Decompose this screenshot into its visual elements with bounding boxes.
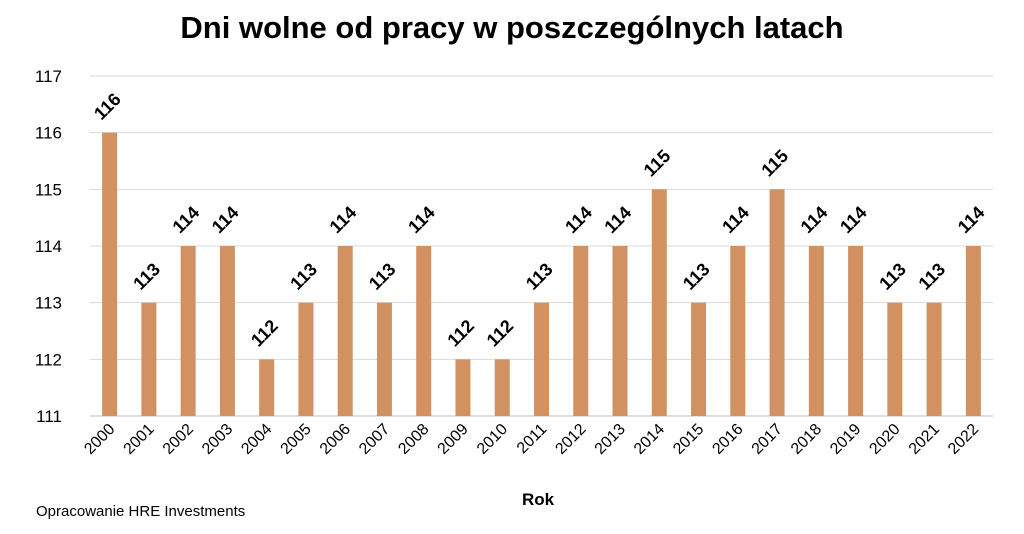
y-tick-label: 113 xyxy=(35,294,62,313)
bar-2006 xyxy=(337,246,353,416)
data-label: 114 xyxy=(404,202,439,237)
data-label: 113 xyxy=(365,259,400,294)
bar-2015 xyxy=(691,302,707,416)
data-label: 113 xyxy=(875,259,910,294)
x-tick-label: 2002 xyxy=(160,421,197,458)
data-label: 114 xyxy=(208,202,243,237)
data-label: 112 xyxy=(247,316,282,351)
data-label: 113 xyxy=(129,259,164,294)
bar-2020 xyxy=(887,302,903,416)
data-label: 113 xyxy=(915,259,950,294)
x-tick-label: 2017 xyxy=(749,421,786,458)
bar-2009 xyxy=(455,359,471,416)
bar-2007 xyxy=(376,302,392,416)
data-label: 115 xyxy=(757,146,792,181)
x-tick-label: 2012 xyxy=(552,421,589,458)
bar-2014 xyxy=(651,189,667,416)
x-axis-label: Rok xyxy=(521,490,555,509)
bar-2012 xyxy=(573,246,589,416)
x-tick-label: 2014 xyxy=(631,421,668,458)
x-tick-label: 2011 xyxy=(514,421,550,457)
chart-title: Dni wolne od pracy w poszczególnych lata… xyxy=(180,10,844,45)
x-tick-label: 2003 xyxy=(199,421,236,458)
x-tick-label: 2006 xyxy=(317,421,354,458)
y-tick-label: 114 xyxy=(35,237,62,256)
bar-2018 xyxy=(808,246,824,416)
bar-2021 xyxy=(926,302,942,416)
bar-2010 xyxy=(494,359,510,416)
bar-2000 xyxy=(102,132,118,416)
x-tick-label: 2004 xyxy=(238,421,275,458)
y-tick-label: 112 xyxy=(35,350,62,369)
bar-2017 xyxy=(769,189,785,416)
data-label: 114 xyxy=(600,202,635,237)
y-axis-ticks: 111 112 113 114 115 116 117 xyxy=(35,67,62,426)
data-label: 114 xyxy=(326,202,361,237)
bar-2019 xyxy=(848,246,864,416)
y-tick-label: 117 xyxy=(35,67,62,86)
x-tick-label: 2015 xyxy=(670,421,707,458)
x-tick-label: 2020 xyxy=(866,421,903,458)
x-axis-ticks: 2000 2001 2002 2003 2004 2005 2006 2007 2008 2009… xyxy=(81,421,982,458)
bar-2004 xyxy=(259,359,275,416)
x-tick-label: 2013 xyxy=(592,421,629,458)
bar-2001 xyxy=(141,302,157,416)
bar-2008 xyxy=(416,246,432,416)
data-label: 112 xyxy=(443,316,478,351)
bar-2005 xyxy=(298,302,314,416)
x-tick-label: 2005 xyxy=(278,421,315,458)
bar-2011 xyxy=(534,302,549,416)
bar-2013 xyxy=(612,246,628,416)
data-label: 116 xyxy=(90,89,125,124)
data-label: 114 xyxy=(797,202,832,237)
x-tick-label: 2019 xyxy=(827,421,864,458)
data-label: 114 xyxy=(718,202,753,237)
x-tick-label: 2007 xyxy=(356,421,393,458)
bars xyxy=(102,132,981,416)
x-tick-label: 2000 xyxy=(81,421,118,458)
data-label: 114 xyxy=(954,202,989,237)
data-label: 113 xyxy=(679,259,714,294)
bar-2016 xyxy=(730,246,746,416)
y-tick-label: 115 xyxy=(35,180,62,199)
x-tick-label: 2022 xyxy=(945,421,982,458)
source-note: Opracowanie HRE Investments xyxy=(36,503,246,520)
data-label: 115 xyxy=(640,146,675,181)
x-tick-label: 2018 xyxy=(788,421,825,458)
data-label: 113 xyxy=(286,259,321,294)
bar-2002 xyxy=(180,246,196,416)
y-tick-label: 111 xyxy=(36,407,62,426)
x-tick-label: 2016 xyxy=(709,421,746,458)
x-tick-label: 2001 xyxy=(121,421,158,458)
data-label: 112 xyxy=(483,316,518,351)
bar-2003 xyxy=(219,246,235,416)
bar-2022 xyxy=(965,246,981,416)
data-label: 113 xyxy=(522,259,557,294)
data-label: 114 xyxy=(169,202,204,237)
x-tick-label: 2021 xyxy=(906,421,943,458)
x-tick-label: 2009 xyxy=(435,421,472,458)
x-tick-label: 2008 xyxy=(395,421,432,458)
x-tick-label: 2010 xyxy=(474,421,511,458)
y-tick-label: 116 xyxy=(35,124,62,143)
data-label: 114 xyxy=(561,202,596,237)
data-label: 114 xyxy=(836,202,871,237)
